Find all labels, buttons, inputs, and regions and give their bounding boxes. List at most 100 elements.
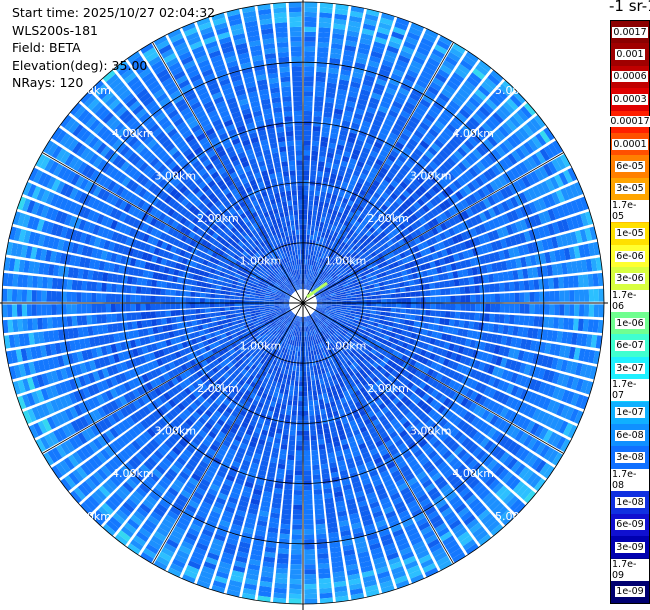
- ray-gate: [296, 316, 299, 321]
- ray-gate: [17, 274, 24, 287]
- ray-gate: [312, 360, 316, 366]
- ray-gate: [249, 303, 255, 306]
- ray-gate: [92, 438, 103, 450]
- ray-gate: [212, 321, 218, 327]
- ray-gate: [335, 310, 341, 313]
- ray-gate: [227, 355, 235, 362]
- ray-gate: [102, 482, 114, 494]
- ray-gate: [376, 488, 387, 496]
- ray-gate: [371, 306, 377, 311]
- ray-gate: [284, 305, 290, 307]
- ray-gate: [314, 494, 323, 500]
- ray-gate: [410, 445, 421, 454]
- ray-gate: [260, 346, 266, 353]
- ray-gate: [111, 313, 117, 323]
- ray-gate: [304, 564, 316, 570]
- ray-gate: [258, 368, 264, 375]
- ray-gate: [96, 314, 102, 324]
- ray-gate: [115, 294, 121, 303]
- ray-gate: [299, 381, 303, 387]
- ray-gate: [244, 297, 250, 300]
- ray-gate: [167, 379, 175, 389]
- ray-gate: [542, 369, 551, 382]
- ray-gate: [255, 310, 261, 313]
- ray-gate: [318, 439, 325, 445]
- ray-gate: [167, 510, 179, 521]
- ray-gate: [126, 312, 132, 321]
- ray-gate: [361, 352, 368, 359]
- ray-gate: [217, 448, 227, 457]
- ray-gate: [588, 304, 595, 317]
- ray-gate: [189, 332, 196, 339]
- ray-gate: [460, 397, 469, 407]
- ray-gate: [319, 592, 333, 599]
- ray-gate: [106, 283, 112, 292]
- ray-gate: [497, 379, 506, 391]
- ray-gate: [483, 322, 490, 332]
- ray-gate: [91, 348, 98, 359]
- ray-gate: [580, 333, 588, 347]
- ray-gate: [240, 290, 246, 294]
- ray-gate: [276, 202, 283, 209]
- ray-gate: [167, 370, 175, 379]
- ray-gate: [156, 318, 162, 326]
- ray-gate: [204, 303, 210, 308]
- ray-gate: [504, 304, 510, 313]
- ray-gate: [165, 412, 175, 421]
- ray-gate: [443, 487, 455, 498]
- ray-gate: [281, 513, 291, 520]
- ray-gate: [410, 574, 425, 584]
- ray-gate: [343, 362, 349, 369]
- ray-gate: [234, 296, 240, 300]
- ray-gate: [346, 307, 352, 311]
- ray-gate: [277, 313, 283, 318]
- ray-gate: [374, 318, 380, 323]
- ray-gate: [383, 398, 392, 406]
- ray-gate: [269, 296, 275, 299]
- ray-gate: [206, 318, 212, 323]
- ray-gate: [281, 378, 287, 385]
- ray-gate: [104, 462, 116, 474]
- ray-gate: [309, 410, 315, 416]
- ray-gate: [197, 482, 209, 492]
- ray-gate: [158, 461, 169, 471]
- ray-gate: [414, 378, 423, 387]
- ray-gate: [232, 280, 238, 285]
- ray-gate: [273, 492, 282, 499]
- ray-gate: [82, 269, 89, 280]
- ray-gate: [325, 309, 331, 312]
- ray-gate: [179, 372, 188, 381]
- ray-gate: [219, 414, 228, 423]
- ray-gate: [355, 365, 362, 372]
- ray-gate: [195, 336, 202, 343]
- ray-gate: [207, 278, 213, 284]
- ray-gate: [426, 359, 433, 368]
- ray-gate: [292, 514, 302, 520]
- ray-gate: [553, 317, 559, 329]
- ray-gate: [223, 327, 230, 333]
- ray-gate: [373, 556, 386, 565]
- ray-gate: [241, 315, 247, 320]
- ray-gate: [229, 492, 240, 500]
- ray-gate: [119, 485, 131, 497]
- ray-gate: [495, 356, 503, 366]
- ray-gate: [183, 347, 191, 355]
- ray-gate: [475, 303, 481, 312]
- ray-gate: [369, 542, 382, 551]
- ray-gate: [195, 433, 204, 442]
- ray-gate: [526, 472, 538, 486]
- ray-gate: [113, 333, 120, 343]
- ray-gate: [381, 501, 393, 510]
- ray-gate: [124, 522, 137, 534]
- ray-gate: [311, 335, 315, 341]
- ray-gate: [17, 379, 26, 394]
- ray-gate: [271, 370, 277, 376]
- ray-gate: [268, 352, 274, 358]
- ray-gate: [288, 354, 292, 361]
- ray-gate: [153, 435, 163, 446]
- ray-gate: [153, 334, 161, 342]
- ray-gate: [112, 323, 118, 333]
- ray-gate: [284, 306, 290, 309]
- ray-gate: [479, 437, 490, 448]
- ray-gate: [364, 316, 370, 321]
